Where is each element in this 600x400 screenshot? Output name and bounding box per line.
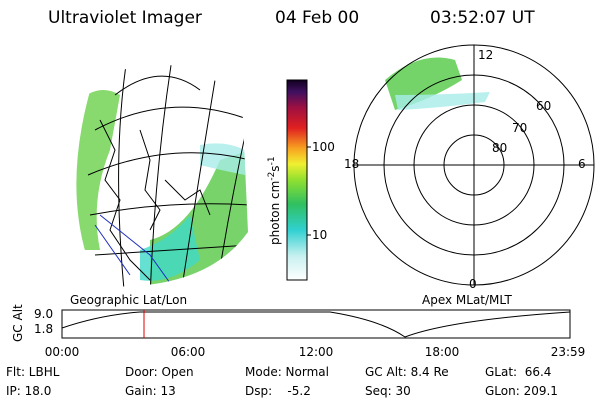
timeline-y-label: 9.0 [34, 307, 53, 321]
time-label: 06:00 [171, 345, 206, 359]
info-field: Seq: 30 [365, 384, 411, 398]
mlt-label: 18 [344, 157, 359, 171]
info-field: Mode: Normal [245, 365, 329, 379]
panel-caption: Apex MLat/MLT [422, 293, 512, 307]
mlat-label: 60 [536, 99, 551, 113]
info-field: GLat: 66.4 [485, 365, 551, 379]
info-field: Flt: LBHL [6, 365, 60, 379]
time: 03:52:07 UT [430, 8, 535, 28]
info-field: IP: 18.0 [6, 384, 51, 398]
time-label: 18:00 [425, 345, 460, 359]
panel-caption: Geographic Lat/Lon [70, 293, 187, 307]
info-field: GLon: 209.1 [485, 384, 558, 398]
polar-plot [353, 44, 595, 286]
info-field: Door: Open [125, 365, 194, 379]
title: Ultraviolet Imager [48, 8, 202, 28]
altitude-trace [61, 311, 571, 338]
colorbar-label: 100 [312, 140, 335, 154]
date: 04 Feb 00 [275, 8, 359, 28]
info-field: GC Alt: 8.4 Re [365, 365, 449, 379]
mlt-label: 0 [469, 277, 477, 291]
colorbar-unit: photon cm-2s-1 [267, 156, 282, 245]
timeline-box [61, 309, 571, 339]
time-label: 23:59 [551, 345, 586, 359]
mlt-label: 12 [478, 48, 493, 62]
timeline-y-label: 1.8 [34, 322, 53, 336]
info-panel: Flt: LBHL Door: Open Mode: Normal GC Alt: 8… [6, 365, 558, 398]
colorbar [286, 79, 308, 281]
mlat-label: 80 [492, 141, 507, 155]
mlat-label: 70 [512, 121, 527, 135]
info-field: Gain: 13 [125, 384, 176, 398]
colorbar-label: 10 [312, 228, 327, 242]
info-field: Dsp: -5.2 [245, 384, 311, 398]
time-label: 12:00 [299, 345, 334, 359]
mlt-label: 6 [578, 157, 586, 171]
geographic-image [76, 64, 248, 287]
timeline-axis-label: GC Alt [11, 304, 25, 342]
time-label: 00:00 [45, 345, 80, 359]
